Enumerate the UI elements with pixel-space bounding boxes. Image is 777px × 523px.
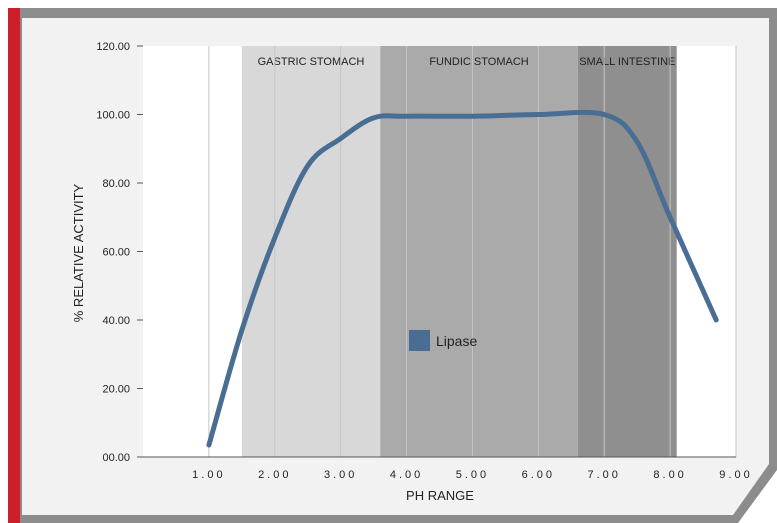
x-tick-label: 8.00 [653,469,686,481]
y-tick-label: 80.00 [102,178,130,190]
legend-swatch-lipase [409,330,430,351]
band-label-fundic-stomach: FUNDIC STOMACH [429,56,528,68]
x-tick-label: 2.00 [258,469,291,481]
y-axis-title: % RELATIVE ACTIVITY [71,183,86,322]
series-line-lipase [206,109,719,448]
x-tick-label: 1.00 [192,469,225,481]
x-tick-label: 7.00 [588,469,621,481]
y-tick-label: 120.00 [96,41,130,53]
series-group [206,109,719,448]
band-small-intestine [577,46,677,457]
x-tick-label: 6.00 [522,469,555,481]
x-tick-label: 9.00 [719,469,752,481]
x-tick-label: 3.00 [324,469,357,481]
red-accent-bar [8,8,20,523]
legend-label-lipase: Lipase [436,333,477,349]
band-label-small-intestine: SMALL INTESTINE [579,56,675,68]
band-fundic-stomach [380,46,578,457]
y-axis-ticks: 00.00 20.00 40.00 60.00 80.00 100.00 120.00 [96,41,143,464]
y-tick-label: 20.00 [102,384,130,396]
x-tick-label: 5.00 [456,469,489,481]
y-tick-label: 00.00 [102,452,130,464]
y-tick-label: 40.00 [102,315,130,327]
band-label-gastric-stomach: GASTRIC STOMACH [258,56,365,68]
y-tick-label: 100.00 [96,110,130,122]
x-axis-title: PH RANGE [406,488,474,503]
x-axis-ticks: 1.00 2.00 3.00 4.00 5.00 6.00 7.00 8.00 9.00 [192,469,752,481]
x-tick-label: 4.00 [390,469,423,481]
region-bands: GASTRIC STOMACH FUNDIC STOMACH SMALL INTES… [241,46,677,457]
legend: Lipase [409,330,477,351]
band-gastric-stomach [241,46,381,457]
y-tick-label: 60.00 [102,247,130,259]
